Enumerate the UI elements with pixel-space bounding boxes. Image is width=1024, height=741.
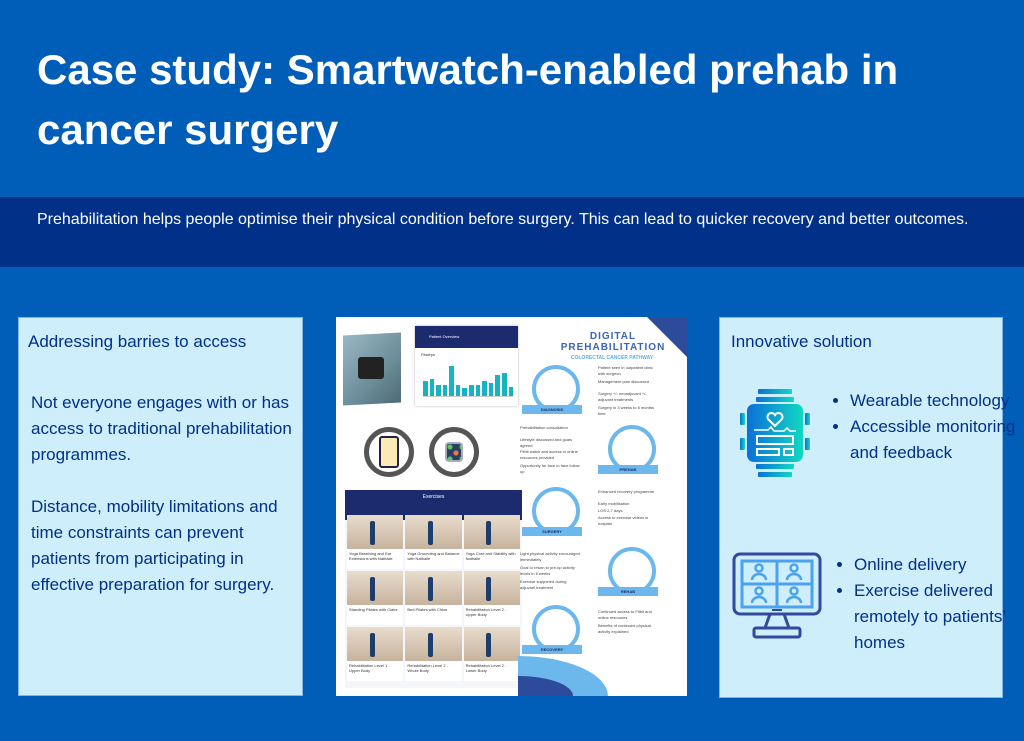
step-rehab-text: Exercise supported during adjuvant treat… xyxy=(520,579,567,590)
exercise-caption: Yoga Breathing and Ear Extensions with N… xyxy=(349,551,393,561)
step-surgery-text: Enhanced recovery programme xyxy=(598,489,655,494)
chart-bar xyxy=(449,365,454,396)
chart-bar xyxy=(462,387,468,396)
step-rehab-text: Goal to return to pre-op activity levels… xyxy=(520,565,575,576)
step-diagnosis-text: Management plan discussed xyxy=(598,379,649,384)
exercise-grid: Yoga Breathing and Ear Extensions with N… xyxy=(347,515,520,681)
step-prehab-text: Prehabilitation consultation xyxy=(520,425,568,430)
smartwatch-icon xyxy=(429,427,479,477)
exercise-caption: Yoga Core and Stability with Nathalie xyxy=(465,551,516,561)
exercise-tile: Yoga Grounding and Balance with Nathalie xyxy=(405,515,462,569)
chart-bar xyxy=(442,384,448,396)
exercise-caption: Yoga Grounding and Balance with Nathalie xyxy=(407,551,460,561)
chart-bar xyxy=(488,382,494,396)
step-diagnosis-text: Patient seen in outpatient clinic with s… xyxy=(598,365,654,376)
exercise-tile: Standing Pilates with Claire xyxy=(347,571,404,625)
step-surgery-text: Access to exercise videos in hospital xyxy=(598,515,649,526)
chart-bar xyxy=(501,373,507,396)
bullet-item: Wearable technology xyxy=(850,388,1020,414)
step-prehab: PREHAB xyxy=(598,465,658,474)
exercise-thumbnail xyxy=(347,571,404,605)
exercise-tile: Rehabilitation Level 2 - Upper Body xyxy=(463,571,520,625)
exercise-caption: Rehabilitation Level 2 - Upper Body xyxy=(465,607,507,617)
subtitle-band xyxy=(0,197,1024,267)
exercise-tile: Rehabilitation Level 1 - Upper Body xyxy=(347,627,404,681)
wearable-bullets: Wearable technology Accessible monitorin… xyxy=(830,388,1020,466)
exercise-caption: Rehabilitation Level 2 - Lower Body xyxy=(465,663,507,673)
exercises-screen: Exercises Yoga Breathing and Ear Extensi… xyxy=(345,490,522,688)
infographic-subtitle: COLORECTAL CANCER PATHWAY xyxy=(570,355,654,361)
exercise-thumbnail xyxy=(347,627,404,661)
exercise-tile: Rehabilitation Level 2 - Lower Body xyxy=(463,627,520,681)
barriers-heading: Addressing barries to access xyxy=(28,332,247,351)
exercise-thumbnail xyxy=(405,627,462,661)
chart-bar xyxy=(508,386,514,396)
step-surgery-text: LOS 2-7 days xyxy=(598,508,623,513)
dashboard-chart-label: Fitsteps xyxy=(421,352,436,357)
barriers-panel: Addressing barries to access Not everyon… xyxy=(18,317,303,696)
steps-bar-chart xyxy=(423,364,514,397)
fitbit-band xyxy=(358,357,384,379)
exercise-tile: Yoga Breathing and Ear Extensions with N… xyxy=(347,515,404,569)
online-bullets: Online delivery Exercise delivered remot… xyxy=(834,552,1019,656)
exercise-tile: Yoga Core and Stability with Nathalie xyxy=(463,515,520,569)
step-prehab-text: Lifestyle discussed and goals agreed xyxy=(520,437,573,448)
exercise-thumbnail xyxy=(463,627,520,661)
exercise-thumbnail xyxy=(463,571,520,605)
chart-bar xyxy=(482,380,487,396)
infographic-title: DIGITAL PREHABILITATION xyxy=(560,331,666,353)
chart-bar xyxy=(455,384,461,396)
patient-overview-dashboard: Patient Overview Fitsteps xyxy=(415,326,518,406)
bullet-item: Online delivery xyxy=(854,552,1019,578)
exercise-thumbnail xyxy=(405,515,462,549)
smartwatch-heart-icon xyxy=(740,388,810,483)
exercise-caption: Rehabilitation Level 1 - Upper Body xyxy=(349,663,390,673)
exercise-thumbnail xyxy=(405,571,462,605)
exercise-caption: Standing Pilates with Claire xyxy=(349,607,398,612)
exercise-caption: Bed Pilates with Chloe xyxy=(407,607,448,612)
step-surgery-text: Early mobilisation xyxy=(598,501,630,506)
pathway-infographic: DIGITAL PREHABILITATION COLORECTAL CANCE… xyxy=(518,317,687,696)
video-call-monitor-icon xyxy=(732,552,822,647)
step-diagnosis-text: Surgery +/- neoadjuvant +/- adjuvant tre… xyxy=(598,391,647,402)
dashboard-title: Patient Overview xyxy=(415,326,518,348)
step-surgery: SURGERY xyxy=(522,527,582,536)
step-prehab-text: Opportunity for face to face follow up xyxy=(520,463,580,474)
exercise-thumbnail xyxy=(463,515,520,549)
exercise-caption: Rehabilitation Level 2 - Whole Body xyxy=(407,663,449,673)
chart-bar xyxy=(429,379,435,396)
step-recovery-text: Benefits of continued physical activity … xyxy=(598,623,651,634)
collage-image: Patient Overview Fitsteps Exercises Yoga… xyxy=(336,317,687,696)
barriers-body: Not everyone engages with or has access … xyxy=(31,390,296,624)
bullet-item: Accessible monitoring and feedback xyxy=(850,414,1020,466)
step-rehab: REHAB xyxy=(598,587,658,596)
chart-bar xyxy=(469,384,474,396)
step-recovery-text: Continued access to Fitbit and online re… xyxy=(598,609,652,620)
phone-app-icon xyxy=(364,427,414,477)
chart-bar xyxy=(436,384,441,396)
barriers-paragraph: Not everyone engages with or has access … xyxy=(31,393,292,464)
page-title: Case study: Smartwatch-enabled prehab in… xyxy=(37,46,899,153)
step-diagnosis-text: Surgery in 3 weeks to 6 months time xyxy=(598,405,655,416)
exercise-tile: Rehabilitation Level 2 - Whole Body xyxy=(405,627,462,681)
exercise-tile: Bed Pilates with Chloe xyxy=(405,571,462,625)
exercise-thumbnail xyxy=(347,515,404,549)
corner-decoration xyxy=(647,317,687,357)
step-diagnosis: DIAGNOSIS xyxy=(522,405,582,414)
chart-bar xyxy=(475,384,481,396)
subtitle-text: Prehabilitation helps people optimise th… xyxy=(37,211,969,228)
step-prehab-text: Fitbit watch and access to online resour… xyxy=(520,449,578,460)
step-rehab-text: Light physical activity encouraged immed… xyxy=(520,551,580,562)
chart-bar xyxy=(423,380,428,396)
barriers-paragraph: Distance, mobility limitations and time … xyxy=(31,497,278,594)
bullet-item: Exercise delivered remotely to patients’… xyxy=(854,578,1019,656)
solution-panel: Innovative solution Wearable technology … xyxy=(719,317,1015,698)
solution-heading: Innovative solution xyxy=(731,332,872,351)
step-recovery: RECOVERY xyxy=(522,645,582,654)
chart-bar xyxy=(495,375,500,396)
